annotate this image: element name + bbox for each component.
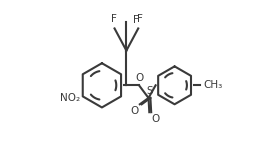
Text: O: O xyxy=(151,114,159,124)
Text: NO₂: NO₂ xyxy=(60,93,80,103)
Text: CH₃: CH₃ xyxy=(203,80,222,90)
Text: F: F xyxy=(133,15,139,25)
Text: S: S xyxy=(146,86,153,96)
Text: F: F xyxy=(111,14,117,24)
Text: O: O xyxy=(136,73,144,83)
Text: F: F xyxy=(137,14,143,24)
Text: O: O xyxy=(130,106,138,116)
